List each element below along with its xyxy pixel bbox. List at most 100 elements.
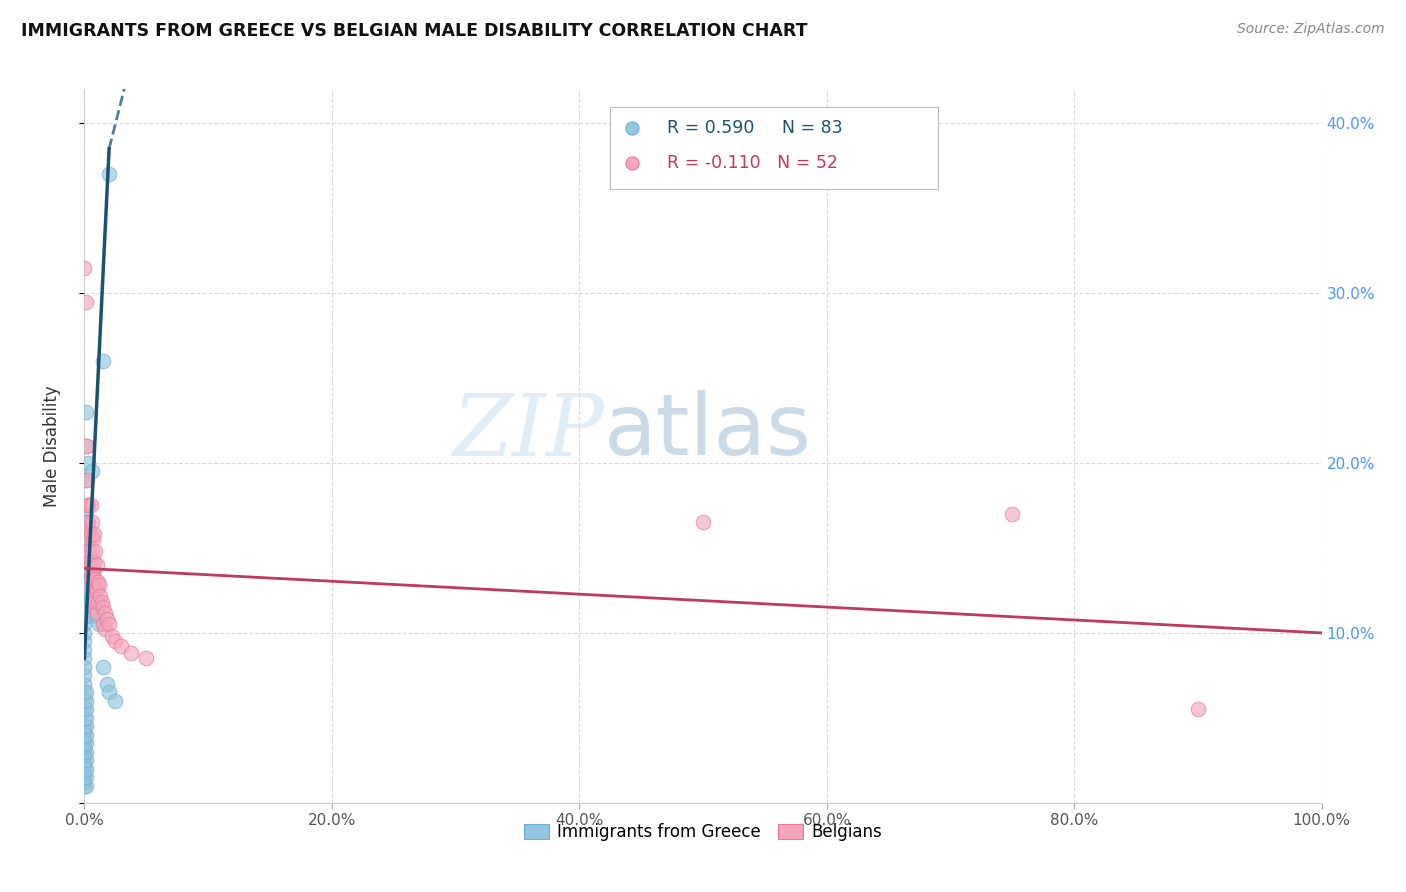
Y-axis label: Male Disability: Male Disability [42,385,60,507]
Point [80,465,103,479]
Point [1187,702,1209,716]
Point [75,405,97,419]
Text: R = 0.590     N = 83: R = 0.590 N = 83 [666,120,842,137]
Point [73,728,96,742]
Point [75,719,97,733]
Point [83,555,105,569]
Point [75,591,97,606]
Point [75,753,97,767]
Point [86,558,108,572]
Point [73,516,96,530]
Point [75,294,97,309]
Point [98,685,121,699]
Text: IMMIGRANTS FROM GREECE VS BELGIAN MALE DISABILITY CORRELATION CHART: IMMIGRANTS FROM GREECE VS BELGIAN MALE D… [21,22,807,40]
Point [96,677,118,691]
Point [82,566,104,581]
Point [80,566,103,581]
Point [84,591,107,606]
Point [76,473,98,487]
Point [79,527,101,541]
Point [1001,507,1024,521]
Point [79,549,101,564]
Point [73,608,96,623]
Point [73,741,96,756]
Point [75,736,97,750]
Point [75,702,97,716]
Point [73,600,96,615]
Point [73,745,96,759]
Point [80,544,103,558]
Point [96,612,118,626]
Point [73,772,96,786]
Point [94,623,117,637]
Point [73,591,96,606]
Point [73,677,96,691]
Point [91,354,114,368]
Point [73,660,96,674]
Point [91,660,114,674]
Point [82,561,104,575]
Point [83,578,105,592]
Point [73,779,96,793]
Point [73,685,96,699]
Point [73,719,96,733]
Point [75,439,97,453]
Point [79,533,101,547]
Point [100,629,122,643]
Point [83,600,105,615]
Point [73,694,96,708]
Point [98,617,121,632]
Legend: Immigrants from Greece, Belgians: Immigrants from Greece, Belgians [517,817,889,848]
Point [77,583,100,598]
Text: Source: ZipAtlas.com: Source: ZipAtlas.com [1237,22,1385,37]
Point [73,574,96,589]
Point [77,456,100,470]
Point [91,617,114,632]
Point [73,734,96,748]
Point [692,516,714,530]
Point [73,541,96,555]
Point [82,591,104,606]
Point [89,578,111,592]
Point [77,499,100,513]
Point [75,473,97,487]
Point [89,589,111,603]
Point [73,558,96,572]
Point [75,745,97,759]
Point [76,541,98,555]
Point [75,711,97,725]
Point [75,762,97,776]
Point [79,574,101,589]
Point [75,694,97,708]
Point [76,516,98,530]
Point [80,574,103,589]
FancyBboxPatch shape [610,107,938,189]
Point [98,167,121,181]
Point [82,583,104,598]
Text: atlas: atlas [605,390,813,474]
Point [79,544,101,558]
Point [77,516,100,530]
Point [84,572,107,586]
Point [104,694,127,708]
Point [73,524,96,538]
Point [91,600,114,615]
Point [79,572,101,586]
Point [73,549,96,564]
Point [76,608,98,623]
Point [110,640,132,654]
Point [79,591,101,606]
Point [79,524,101,538]
Point [94,606,117,620]
Point [73,260,96,275]
Point [73,753,96,767]
Point [75,779,97,793]
Point [80,516,103,530]
Point [73,651,96,665]
Point [89,617,111,632]
Point [120,646,142,660]
Point [87,595,110,609]
Point [76,574,98,589]
Text: ZIP: ZIP [453,391,605,473]
Point [75,507,97,521]
